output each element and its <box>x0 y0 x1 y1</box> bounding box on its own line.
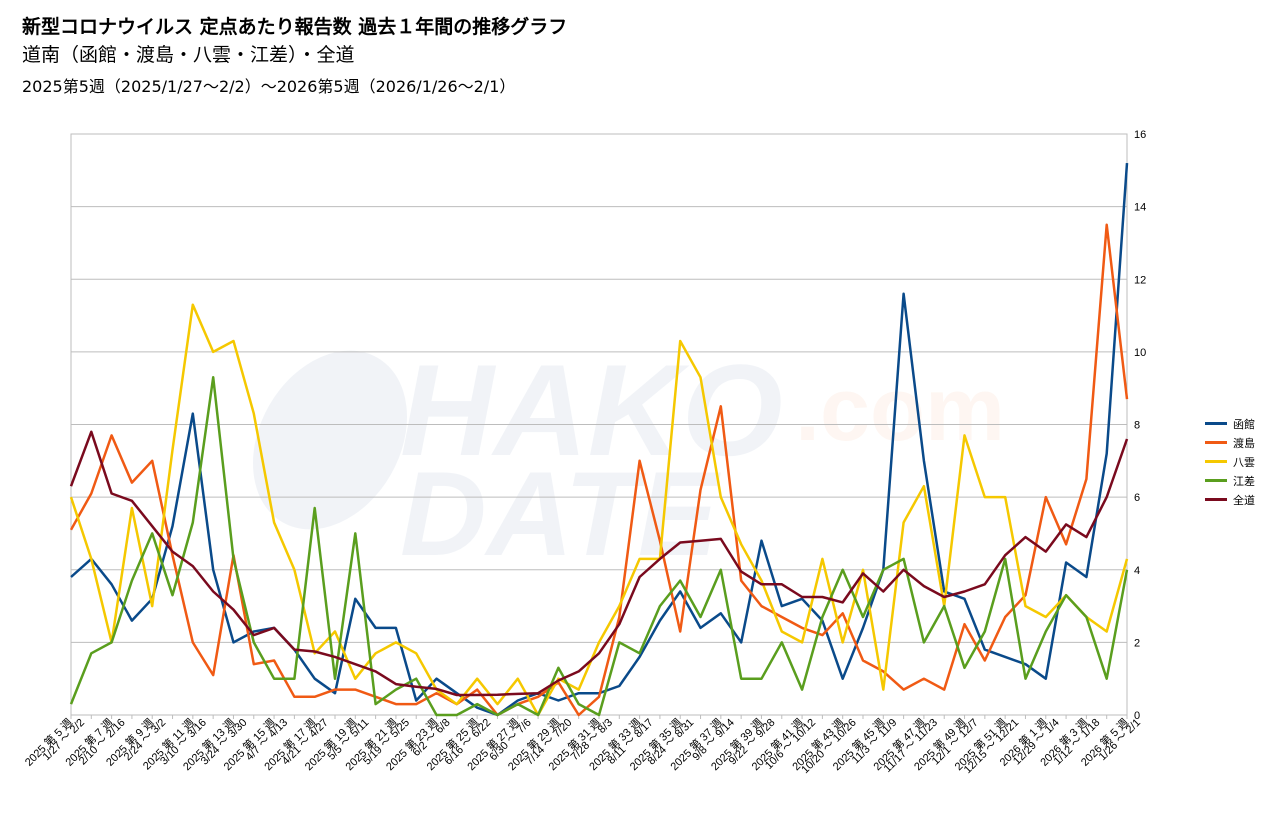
legend-label: 八雲 <box>1233 455 1255 469</box>
y-tick-label: 4 <box>1134 565 1140 577</box>
legend-swatch <box>1205 460 1227 463</box>
series-line-全道 <box>69 430 1129 697</box>
legend-swatch <box>1205 441 1227 444</box>
period-label: 2025第5週（2025/1/27～2/2）～2026第5週（2026/1/26… <box>22 77 516 96</box>
legend-item: 渡島 <box>1205 433 1255 452</box>
legend-item: 江差 <box>1205 471 1255 490</box>
legend-swatch <box>1205 422 1227 425</box>
chart-legend: 函館渡島八雲江差全道 <box>1205 414 1255 509</box>
legend-label: 函館 <box>1233 417 1255 431</box>
watermark-logo: HAKO .com DATE <box>252 337 1005 581</box>
y-tick-label: 14 <box>1134 202 1146 214</box>
legend-label: 全道 <box>1233 493 1255 507</box>
series-line-江差 <box>69 376 1129 717</box>
legend-label: 江差 <box>1233 474 1255 488</box>
legend-label: 渡島 <box>1233 436 1255 450</box>
y-tick-label: 8 <box>1134 420 1140 432</box>
legend-item: 全道 <box>1205 490 1255 509</box>
watermark-text-bottom: DATE <box>400 447 722 581</box>
y-tick-label: 2 <box>1134 637 1140 649</box>
y-tick-label: 10 <box>1134 347 1146 359</box>
series-line-八雲 <box>69 303 1129 717</box>
chart-subtitle: 道南（函館・渡島・八雲・江差）・全道 <box>22 44 355 66</box>
y-tick-label: 6 <box>1134 492 1140 504</box>
y-tick-label: 0 <box>1134 710 1140 722</box>
legend-swatch <box>1205 479 1227 482</box>
legend-item: 八雲 <box>1205 452 1255 471</box>
legend-item: 函館 <box>1205 414 1255 433</box>
watermark-text-right: .com <box>795 360 1005 460</box>
y-tick-label: 12 <box>1134 274 1146 286</box>
legend-swatch <box>1205 498 1227 501</box>
page-title: 新型コロナウイルス 定点あたり報告数 過去１年間の推移グラフ <box>22 16 568 38</box>
y-tick-label: 16 <box>1134 129 1146 141</box>
